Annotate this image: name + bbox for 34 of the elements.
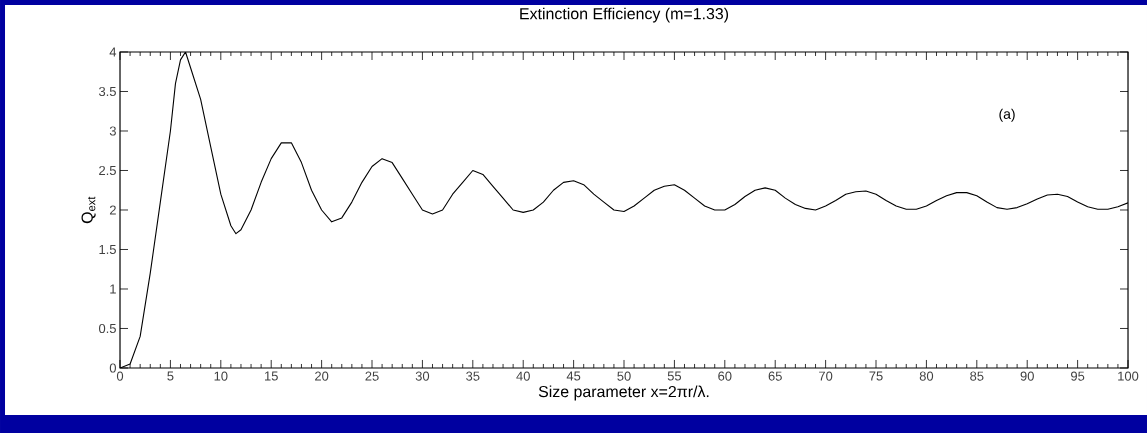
x-tick-label: 0 bbox=[116, 371, 124, 381]
annotation: (a) bbox=[999, 108, 1015, 122]
y-tick-label: 0 bbox=[109, 363, 116, 373]
x-tick-label: 85 bbox=[970, 371, 984, 381]
y-tick-label: 2 bbox=[109, 205, 116, 215]
x-tick-label: 80 bbox=[919, 371, 934, 381]
x-tick-label: 5 bbox=[167, 371, 174, 381]
x-tick-label: 35 bbox=[466, 371, 480, 381]
x-tick-label: 50 bbox=[617, 371, 631, 381]
x-tick-label: 70 bbox=[819, 371, 833, 381]
x-tick-label: 30 bbox=[415, 371, 430, 381]
x-tick-label: 40 bbox=[516, 371, 530, 381]
x-tick-label: 60 bbox=[718, 371, 732, 381]
x-tick-label: 15 bbox=[264, 371, 278, 381]
x-tick-label: 75 bbox=[869, 371, 883, 381]
y-tick-label: 1.5 bbox=[99, 244, 116, 254]
y-tick-label: 3 bbox=[109, 126, 116, 136]
y-axis-title: Q$_{ext}$ bbox=[81, 196, 96, 224]
y-tick-label: 4 bbox=[109, 47, 117, 57]
y-tick-label: 3.5 bbox=[98, 86, 116, 97]
x-axis-title: Size parameter x=2πr/λ. bbox=[538, 385, 709, 401]
y-tick-label: 0.5 bbox=[98, 323, 116, 334]
x-tick-label: 90 bbox=[1020, 371, 1034, 381]
x-tick-label: 20 bbox=[315, 371, 329, 381]
x-tick-label: 25 bbox=[365, 371, 379, 381]
chart-title: Extinction Efficiency (m=1.33) bbox=[520, 7, 729, 23]
x-tick-label: 10 bbox=[214, 371, 228, 381]
x-tick-label: 100 bbox=[1118, 371, 1139, 381]
y-tick-label: 1 bbox=[110, 284, 116, 294]
x-tick-label: 65 bbox=[768, 371, 782, 381]
y-tick-label: 2.5 bbox=[99, 165, 116, 176]
x-tick-label: 95 bbox=[1071, 371, 1085, 381]
x-tick-label: 55 bbox=[667, 371, 682, 381]
x-tick-label: 45 bbox=[566, 371, 581, 381]
